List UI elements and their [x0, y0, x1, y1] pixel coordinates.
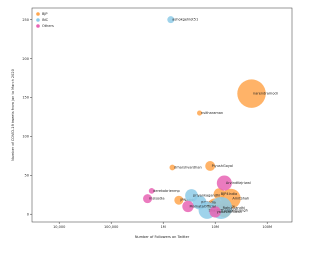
point-label: rajnathsingh — [226, 208, 248, 212]
point-label: BJP4India — [221, 192, 237, 196]
chart: Number of Followers on Twitter Number of… — [11, 7, 293, 239]
point-label: AmitShah — [232, 197, 249, 201]
point-label: PiyushGoyal — [212, 164, 233, 168]
bubble — [213, 188, 225, 200]
y-axis-label: Number of COVID-19 tweets from Jan to Ma… — [11, 69, 15, 161]
point-label: ArvindKejriwal — [226, 181, 251, 185]
bubble — [209, 206, 221, 218]
point-label: yadavakhilesh — [217, 210, 242, 214]
bubble — [167, 16, 175, 24]
bubble — [185, 189, 198, 202]
x-tick-label: 1M — [161, 225, 166, 229]
point-label: derekobrienmp — [153, 189, 180, 193]
bubble — [169, 164, 176, 171]
x-tick-label: 10M — [211, 225, 218, 229]
legend-label: Others — [42, 24, 54, 28]
point-label: nsitharaman — [201, 111, 223, 115]
y-tick-label: 200 — [22, 57, 29, 61]
y-tick-label: 50 — [25, 174, 29, 178]
bubble — [143, 194, 153, 204]
y-tick-label: 0 — [27, 212, 29, 216]
x-tick-label: 100M — [262, 225, 272, 229]
y-tick-label: 250 — [22, 18, 29, 22]
point-label: MamataOfficial — [190, 204, 216, 208]
legend-label: BJP — [42, 12, 48, 16]
bubble — [196, 110, 203, 116]
bubble — [237, 79, 266, 108]
legend-marker — [36, 12, 40, 16]
x-tick-label: 100,000 — [104, 225, 118, 229]
y-tick-label: 150 — [22, 96, 29, 100]
point-label: drharshvardhan — [174, 166, 202, 170]
bubble — [148, 188, 155, 194]
bubble — [174, 195, 184, 205]
point-label: ShashiTharoor — [209, 208, 235, 212]
bubble — [216, 175, 232, 191]
y-tick-label: 100 — [22, 135, 29, 139]
legend-marker — [36, 24, 40, 28]
point-label: RahulGandhi — [223, 206, 245, 210]
point-label: priyankagandhi — [193, 194, 220, 198]
legend-marker — [36, 18, 40, 22]
point-label: msisodia — [149, 197, 165, 201]
legend-label: INC — [42, 18, 49, 22]
bubble — [182, 200, 194, 213]
x-tick-label: 10,000 — [53, 225, 65, 229]
point-label: narendramodi — [253, 92, 278, 96]
plot-frame — [31, 7, 293, 223]
bubble — [205, 161, 216, 171]
point-label: JPNadda — [179, 198, 195, 202]
point-label: ashokgehlot51 — [172, 18, 198, 22]
x-axis-label: Number of Followers on Twitter — [135, 235, 190, 239]
